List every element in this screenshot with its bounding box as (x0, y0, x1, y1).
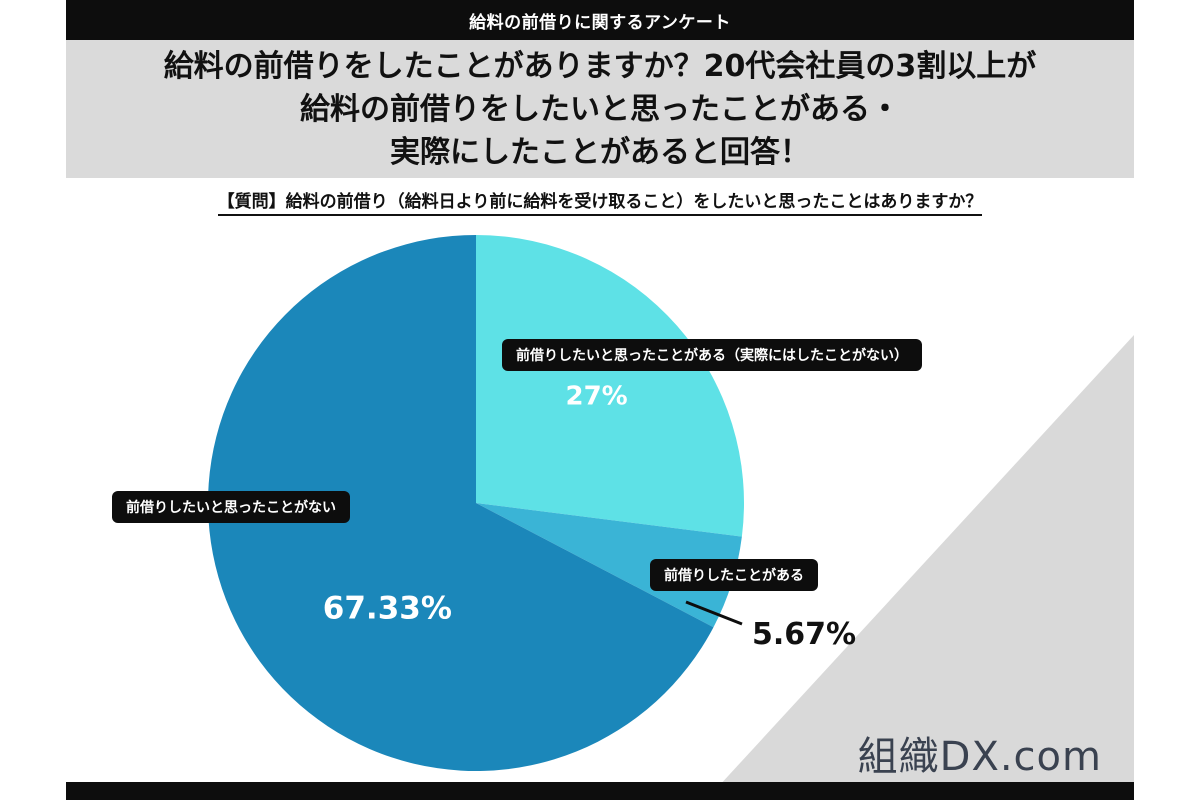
legend-label-wanted-not-done: 前借りしたいと思ったことがある（実際にはしたことがない） (502, 339, 922, 371)
survey-banner: 給料の前借りに関するアンケート (66, 0, 1134, 40)
leader-line (685, 600, 743, 626)
pct-label-have-done: 5.67% (752, 617, 856, 652)
survey-question-text: 【質問】給料の前借り（給料日より前に給料を受け取ること）をしたいと思ったことはあ… (217, 192, 983, 216)
pct-label-wanted-not-done: 27% (566, 382, 628, 412)
headline-line-3: 実際にしたことがあると回答！ (390, 134, 810, 170)
survey-question: 【質問】給料の前借り（給料日より前に給料を受け取ること）をしたいと思ったことはあ… (66, 187, 1134, 216)
infographic-frame: 給料の前借りに関するアンケート 給料の前借りをしたことがありますか？20代会社員… (66, 0, 1134, 800)
corner-decoration (706, 335, 1134, 800)
legend-label-have-done: 前借りしたことがある (650, 559, 818, 591)
bottom-bar (66, 782, 1134, 800)
survey-banner-title: 給料の前借りに関するアンケート (469, 12, 731, 33)
headline-line-1: 給料の前借りをしたことがありますか？20代会社員の3割以上が (163, 48, 1037, 84)
headline-line-2: 給料の前借りをしたいと思ったことがある・ (300, 91, 900, 127)
pie-slice-never-wanted (208, 235, 714, 771)
brand-logo: 組織DX.com (857, 734, 1102, 780)
pie-chart: 27% 5.67% 67.33% (208, 235, 856, 771)
pct-label-never-wanted: 67.33% (323, 590, 452, 626)
pie-slice-have-done (476, 503, 742, 628)
legend-label-never-wanted: 前借りしたいと思ったことがない (112, 491, 350, 523)
headline-band: 給料の前借りをしたことがありますか？20代会社員の3割以上が 給料の前借りをした… (66, 40, 1134, 178)
pie-slice-wanted-not-done (476, 235, 744, 537)
